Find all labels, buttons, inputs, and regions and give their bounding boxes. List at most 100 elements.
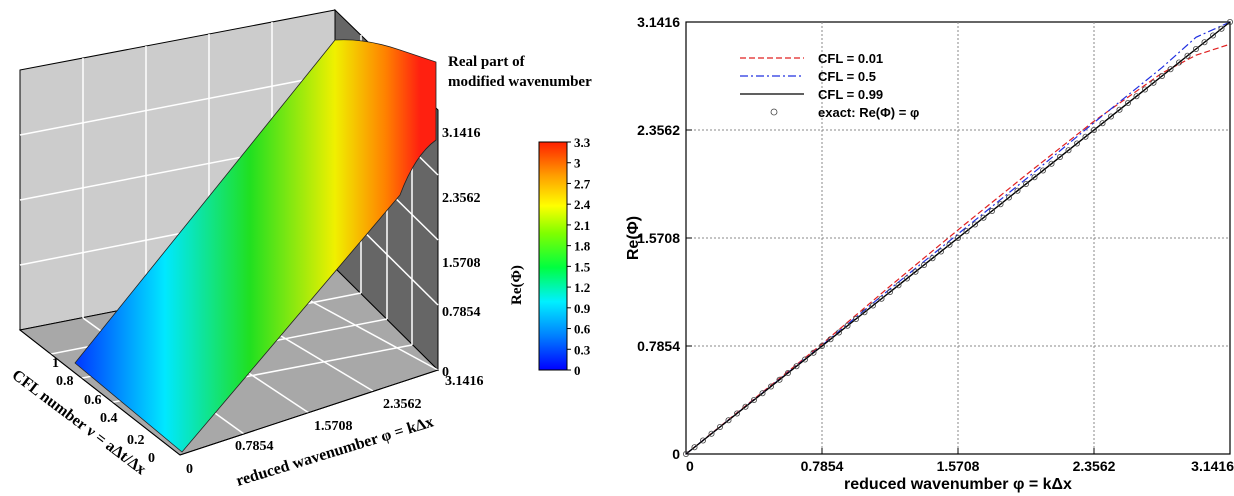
exact-marker	[853, 315, 860, 322]
colorbar-label: 1.8	[574, 239, 591, 254]
exact-marker	[870, 302, 877, 309]
exact-marker	[827, 336, 834, 343]
exact-marker	[912, 268, 919, 275]
exact-marker	[759, 390, 766, 397]
colorbar-label: 3	[574, 156, 581, 171]
legend-label: CFL = 0.5	[818, 69, 876, 84]
exact-marker	[836, 329, 843, 336]
exact-marker	[929, 255, 936, 262]
exact-marker	[861, 309, 868, 316]
surface	[74, 39, 437, 453]
surface-title-line-2: modified wavenumber	[448, 74, 592, 90]
y-tick-label: 3.1416	[637, 14, 680, 30]
exact-marker	[691, 444, 698, 451]
exact-marker	[895, 282, 902, 289]
exact-marker	[751, 396, 758, 403]
x-tick-label: 1.5708	[314, 419, 353, 434]
x-tick-label: 0	[186, 462, 193, 477]
z-tick-labels: 3.1416 2.3562 1.5708 0.7854 0	[442, 126, 481, 380]
legend-marker	[770, 108, 778, 116]
x-tick-label: 3.1416	[1191, 458, 1234, 474]
colorbar	[538, 141, 568, 371]
exact-marker	[1057, 153, 1064, 160]
exact-marker	[717, 423, 724, 430]
x-tick-labels: 0 0.7854 1.5708 2.3562 3.1416	[686, 458, 1234, 474]
series-group	[683, 18, 1234, 457]
colorbar-label: 2.4	[574, 197, 591, 212]
exact-marker	[921, 261, 928, 268]
z-tick-label: 1.5708	[442, 256, 481, 271]
exact-marker	[683, 450, 690, 457]
colorbar-label: 0.6	[574, 322, 591, 337]
legend: CFL = 0.01 CFL = 0.5 CFL = 0.99 exact: Re(Φ…	[740, 51, 919, 120]
y-tick-label: 0.4	[100, 411, 118, 426]
legend-label: CFL = 0.99	[818, 87, 883, 102]
exact-marker	[946, 241, 953, 248]
exact-marker	[819, 342, 826, 349]
y-tick-label: 0.6	[84, 393, 102, 408]
exact-marker	[1116, 106, 1123, 113]
exact-marker	[776, 376, 783, 383]
exact-marker	[887, 288, 894, 295]
exact-marker	[963, 228, 970, 235]
exact-marker	[1167, 66, 1174, 73]
exact-marker	[1159, 73, 1166, 80]
exact-marker	[1048, 160, 1055, 167]
exact-marker	[1201, 39, 1208, 46]
exact-marker	[1184, 52, 1191, 59]
legend-label: CFL = 0.01	[818, 51, 883, 66]
exact-marker	[980, 214, 987, 221]
exact-marker	[1040, 167, 1047, 174]
exact-marker	[1227, 18, 1234, 25]
exact-marker	[1065, 147, 1072, 154]
exact-marker	[1074, 140, 1081, 147]
y-axis-label: Re(Φ)	[625, 216, 642, 260]
colorbar-label: 0.9	[574, 301, 591, 316]
exact-marker	[742, 403, 749, 410]
exact-marker	[700, 437, 707, 444]
exact-marker	[802, 356, 809, 363]
exact-marker	[768, 383, 775, 390]
exact-marker	[1150, 79, 1157, 86]
z-tick-label: 2.3562	[442, 191, 481, 206]
exact-marker	[708, 430, 715, 437]
exact-marker	[734, 410, 741, 417]
exact-marker	[904, 275, 911, 282]
y-tick-label: 0	[148, 451, 155, 466]
exact-marker	[1091, 127, 1098, 134]
exact-marker	[1218, 25, 1225, 32]
exact-marker	[1108, 113, 1115, 120]
x-tick-label: 0	[686, 458, 694, 474]
exact-marker	[793, 363, 800, 370]
colorbar-labels: 3.3 3 2.7 2.4 2.1 1.8 1.5 1.2 0.9 0.6 0.3 0	[567, 135, 591, 378]
x-tick-label: 0.7854	[235, 439, 274, 454]
surface-title-line-1: Real part of	[448, 54, 526, 70]
y-tick-label: 0.7854	[637, 338, 680, 354]
exact-marker	[997, 201, 1004, 208]
colorbar-label: 0	[574, 363, 581, 378]
colorbar-label: 0.3	[574, 342, 591, 357]
exact-marker	[989, 207, 996, 214]
exact-marker	[1133, 93, 1140, 100]
x-tick-label: 2.3562	[1073, 458, 1116, 474]
colorbar-label: 1.5	[574, 259, 591, 274]
legend-label: exact: Re(Φ) = φ	[818, 105, 919, 120]
y-tick-label: 0	[672, 446, 680, 462]
y-tick-label: 0.2	[127, 433, 145, 448]
colorbar-label: 2.1	[574, 218, 590, 233]
x-axis-label: reduced wavenumber φ = kΔx	[844, 476, 1072, 493]
exact-marker	[1210, 32, 1217, 39]
exact-marker	[725, 417, 732, 424]
y-tick-label: 1.5708	[637, 230, 680, 246]
exact-marker	[1023, 180, 1030, 187]
exact-marker	[1142, 86, 1149, 93]
y-tick-label: 1	[52, 356, 59, 371]
z-tick-label: 0.7854	[442, 305, 481, 320]
y-tick-labels: 0 0.7854 1.5708 2.3562 3.1416	[637, 14, 680, 462]
y-tick-labels: 0 0.2 0.4 0.6 0.8 1	[52, 356, 155, 466]
exact-marker	[1125, 100, 1132, 107]
exact-marker	[1176, 59, 1183, 66]
exact-marker	[878, 295, 885, 302]
